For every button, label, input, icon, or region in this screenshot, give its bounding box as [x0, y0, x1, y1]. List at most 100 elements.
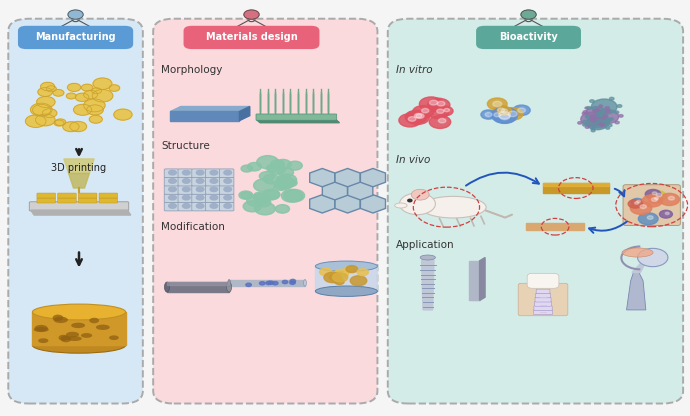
- Circle shape: [591, 127, 595, 130]
- Circle shape: [275, 179, 292, 190]
- Circle shape: [346, 266, 357, 272]
- Polygon shape: [627, 272, 646, 310]
- Circle shape: [63, 122, 79, 131]
- Circle shape: [630, 201, 652, 214]
- Circle shape: [665, 212, 669, 215]
- Circle shape: [501, 109, 508, 113]
- Circle shape: [428, 98, 450, 112]
- FancyBboxPatch shape: [535, 293, 551, 298]
- Circle shape: [197, 203, 204, 208]
- Ellipse shape: [66, 332, 79, 337]
- Circle shape: [595, 109, 619, 124]
- FancyBboxPatch shape: [178, 169, 193, 178]
- Circle shape: [344, 267, 353, 273]
- Circle shape: [405, 111, 427, 124]
- Circle shape: [582, 112, 586, 114]
- Circle shape: [615, 121, 619, 124]
- Circle shape: [597, 114, 601, 117]
- Circle shape: [324, 272, 341, 282]
- Circle shape: [330, 274, 342, 281]
- Circle shape: [408, 199, 412, 202]
- Circle shape: [32, 104, 51, 116]
- Text: Manufacturing: Manufacturing: [35, 32, 116, 42]
- Circle shape: [413, 106, 433, 118]
- Circle shape: [333, 278, 342, 283]
- Circle shape: [606, 110, 610, 112]
- Circle shape: [333, 273, 348, 282]
- Circle shape: [637, 200, 640, 203]
- Polygon shape: [69, 173, 90, 188]
- Circle shape: [640, 205, 647, 208]
- Circle shape: [35, 114, 55, 126]
- Circle shape: [264, 174, 279, 184]
- Polygon shape: [422, 260, 434, 310]
- Circle shape: [581, 112, 604, 126]
- Circle shape: [593, 109, 597, 112]
- Circle shape: [328, 272, 343, 281]
- Circle shape: [583, 111, 587, 113]
- Circle shape: [591, 129, 595, 132]
- FancyBboxPatch shape: [178, 202, 193, 211]
- Circle shape: [645, 189, 661, 199]
- FancyBboxPatch shape: [192, 186, 206, 194]
- Circle shape: [660, 210, 673, 218]
- Polygon shape: [30, 210, 131, 215]
- FancyBboxPatch shape: [256, 114, 337, 120]
- Circle shape: [487, 98, 507, 110]
- Circle shape: [602, 117, 606, 119]
- Ellipse shape: [32, 304, 126, 320]
- Circle shape: [494, 113, 501, 117]
- Polygon shape: [335, 168, 360, 187]
- Circle shape: [518, 108, 526, 113]
- Circle shape: [197, 187, 204, 191]
- Circle shape: [70, 121, 87, 131]
- Circle shape: [66, 93, 76, 99]
- Circle shape: [490, 110, 505, 119]
- Circle shape: [264, 190, 280, 199]
- Circle shape: [497, 106, 511, 115]
- Polygon shape: [526, 223, 584, 230]
- FancyBboxPatch shape: [99, 193, 117, 198]
- Circle shape: [334, 269, 348, 278]
- Ellipse shape: [622, 248, 653, 257]
- Text: In vivo: In vivo: [396, 155, 431, 165]
- Text: Application: Application: [396, 240, 455, 250]
- Circle shape: [83, 90, 97, 99]
- Polygon shape: [322, 181, 348, 200]
- Circle shape: [319, 268, 332, 276]
- Circle shape: [437, 109, 444, 114]
- Polygon shape: [63, 159, 94, 173]
- Circle shape: [586, 106, 606, 119]
- Circle shape: [169, 171, 177, 175]
- Circle shape: [651, 198, 658, 201]
- Ellipse shape: [54, 317, 68, 323]
- Circle shape: [182, 187, 190, 191]
- Circle shape: [224, 179, 232, 183]
- Circle shape: [244, 10, 259, 19]
- Text: Morphology: Morphology: [161, 65, 223, 75]
- Circle shape: [169, 179, 177, 183]
- Ellipse shape: [96, 324, 110, 330]
- Circle shape: [631, 198, 644, 206]
- Circle shape: [493, 101, 502, 106]
- Circle shape: [335, 279, 344, 285]
- Circle shape: [224, 203, 232, 208]
- Circle shape: [53, 89, 64, 96]
- Circle shape: [266, 164, 279, 172]
- Circle shape: [599, 105, 602, 107]
- Circle shape: [669, 196, 674, 200]
- FancyBboxPatch shape: [8, 19, 143, 404]
- Circle shape: [274, 182, 287, 191]
- FancyBboxPatch shape: [164, 202, 179, 211]
- Circle shape: [169, 203, 177, 208]
- Circle shape: [648, 191, 667, 202]
- Circle shape: [247, 195, 266, 206]
- FancyBboxPatch shape: [58, 198, 76, 203]
- Circle shape: [93, 78, 112, 89]
- Circle shape: [586, 116, 609, 130]
- Circle shape: [55, 119, 66, 126]
- Circle shape: [437, 102, 445, 106]
- FancyBboxPatch shape: [184, 26, 319, 49]
- Polygon shape: [229, 280, 305, 286]
- Circle shape: [521, 10, 536, 19]
